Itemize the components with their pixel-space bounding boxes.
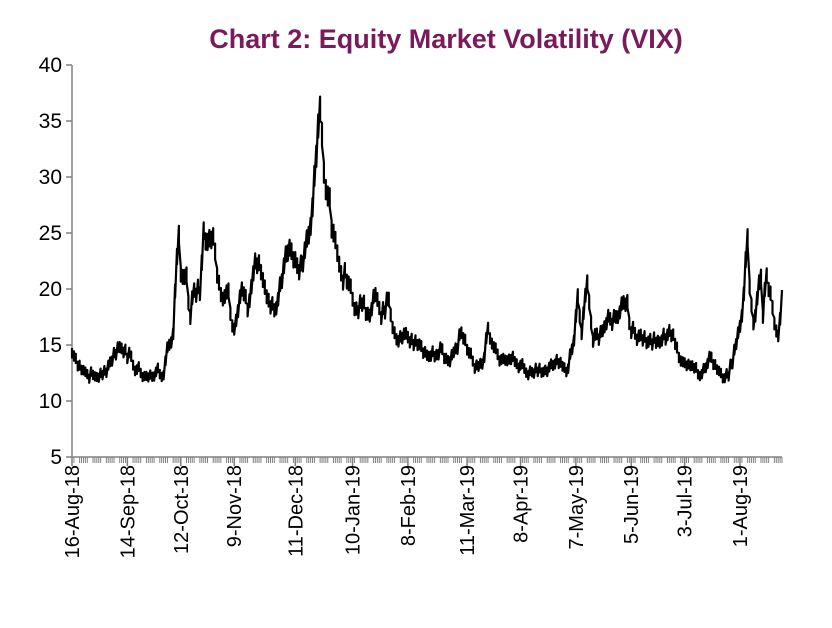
x-tick-label: 16-Aug-18 — [62, 465, 84, 558]
x-tick-label: 10-Jan-19 — [343, 465, 365, 555]
y-tick-label: 20 — [39, 278, 62, 301]
y-axis-ticks: 5 10 15 20 25 30 35 40 — [39, 54, 72, 469]
x-tick-label: 9-Nov-18 — [224, 465, 246, 547]
y-tick-label: 30 — [39, 166, 62, 189]
vix-series-line — [70, 95, 784, 384]
x-tick-label: 5-Jun-19 — [621, 465, 643, 544]
x-tick-label: 8-Apr-19 — [511, 465, 533, 543]
x-tick-label: 11-Mar-19 — [457, 465, 479, 556]
y-tick-label: 15 — [39, 334, 62, 357]
y-tick-label: 40 — [39, 54, 62, 77]
x-tick-label: 8-Feb-19 — [398, 465, 420, 546]
y-tick-label: 35 — [39, 110, 62, 133]
x-tick-label: 14-Sep-18 — [117, 465, 139, 558]
y-tick-label: 25 — [39, 222, 62, 245]
x-tick-label: 7-May-19 — [566, 465, 588, 549]
x-tick-label: 3-Jul-19 — [675, 465, 697, 537]
x-tick-label: 11-Dec-18 — [285, 465, 307, 557]
y-tick-label: 5 — [50, 446, 62, 469]
x-axis-ticks: 16-Aug-18 14-Sep-18 12-Oct-18 9-Nov-18 11-De… — [62, 457, 752, 558]
x-tick-label: 1-Aug-19 — [730, 465, 752, 547]
axes — [71, 65, 783, 463]
chart-title: Chart 2: Equity Market Volatility (VIX) — [209, 24, 683, 54]
x-tick-label: 12-Oct-18 — [171, 465, 193, 554]
y-tick-label: 10 — [39, 390, 62, 413]
series — [70, 95, 784, 384]
